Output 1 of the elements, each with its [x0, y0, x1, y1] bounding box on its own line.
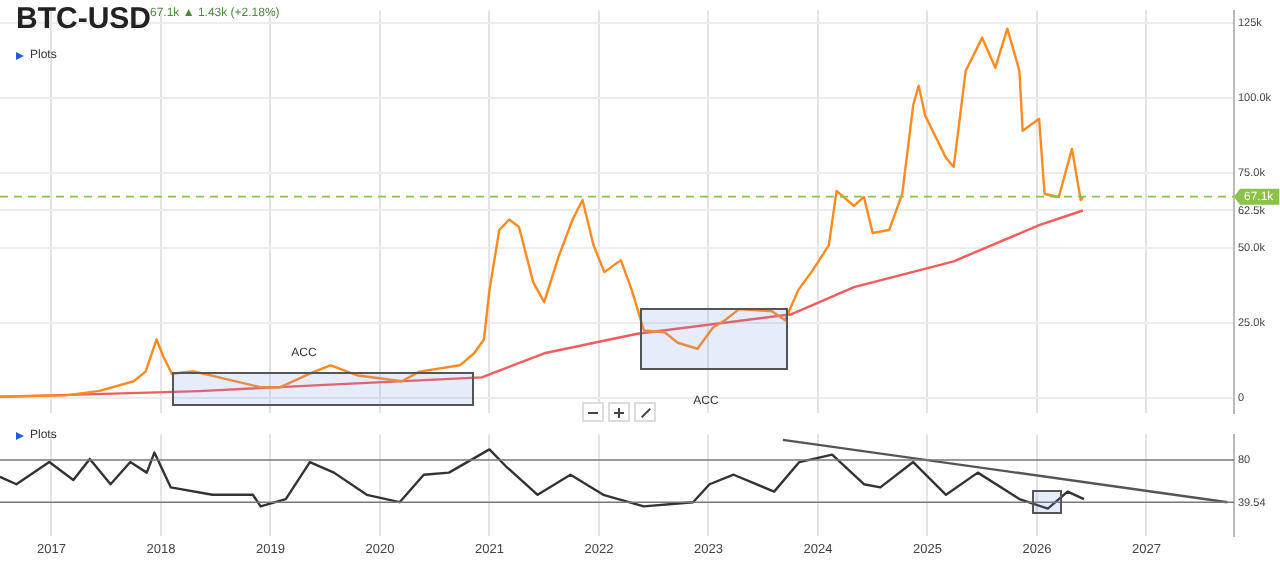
- chart-title: BTC-USD: [16, 2, 151, 36]
